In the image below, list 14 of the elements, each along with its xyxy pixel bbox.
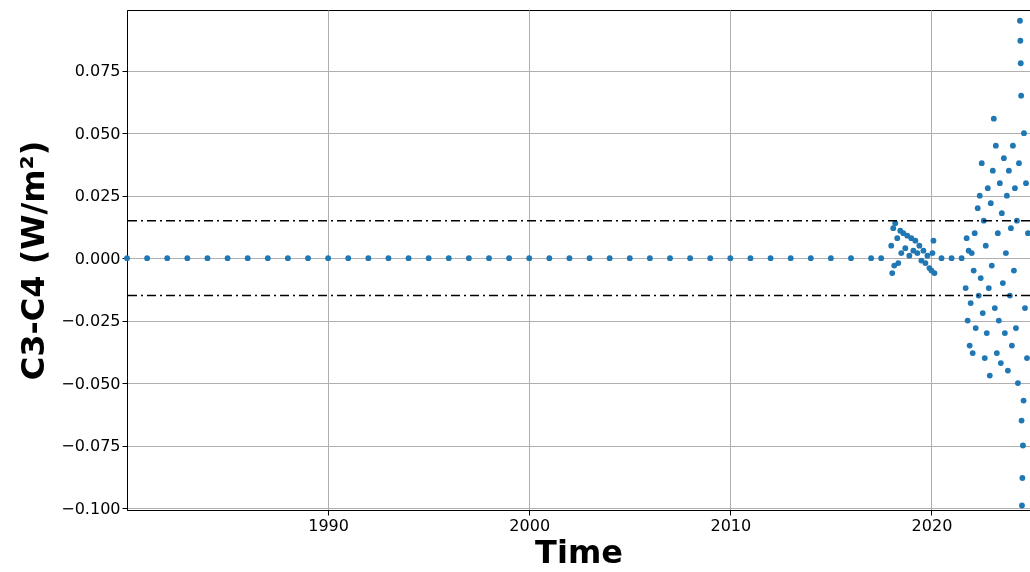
x-axis-title: Time xyxy=(535,532,623,571)
y-tick-label: 0.000 xyxy=(74,248,121,268)
y-tick-label: 0.075 xyxy=(74,61,121,81)
y-tick-label: −0.100 xyxy=(61,498,121,518)
x-tick-label: 2010 xyxy=(710,515,752,535)
y-tick-label: 0.050 xyxy=(74,123,121,143)
y-tick-label: −0.075 xyxy=(61,436,121,456)
y-tick-label: 0.025 xyxy=(74,186,121,206)
x-tick-label: 2020 xyxy=(911,515,953,535)
y-tick-label: −0.050 xyxy=(61,373,121,393)
y-tick-label: −0.025 xyxy=(61,311,121,331)
x-tick-label: 1990 xyxy=(308,515,349,535)
y-axis-title: C3-C4 (W/m²) xyxy=(14,140,53,381)
x-tick-label: 2000 xyxy=(509,515,551,535)
